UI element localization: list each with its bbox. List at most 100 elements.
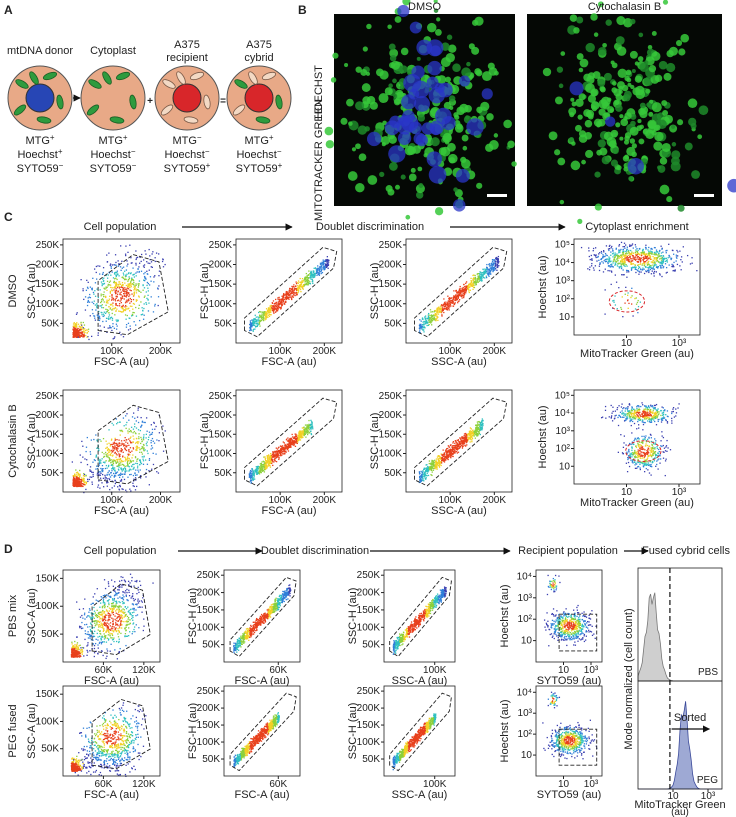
event-dot [119,293,121,296]
event-dot [92,291,95,294]
operator: + [147,96,153,107]
mito-signal [387,24,392,30]
event-dot [630,258,632,260]
mitochondrion [15,79,29,89]
event-dot [296,287,299,289]
event-dot [295,282,298,285]
event-dot [100,300,103,303]
event-dot [162,450,165,452]
event-dot [132,454,134,456]
mito-signal [362,46,368,52]
event-dot [459,285,461,288]
event-dot [480,271,482,274]
step-title: Cytoplast enrichment [585,221,688,233]
event-dot [120,306,122,309]
event-dot [98,462,101,465]
event-dot [114,480,116,482]
event-dot [437,319,439,322]
mito-signal [433,0,438,4]
event-dot [325,266,328,268]
event-dot [603,251,605,253]
mito-signal [662,110,669,117]
event-dot [114,314,116,316]
event-dot [436,314,438,316]
marker-name: Hoechst [236,149,276,161]
mito-signal [659,157,668,165]
event-dot [76,471,79,473]
event-dot [450,297,452,299]
mitochondrion [275,94,283,110]
event-dot [424,316,426,318]
event-dot [79,469,81,472]
event-dot [487,272,490,274]
event-dot [80,335,82,337]
event-dot [100,301,102,304]
event-dot [458,298,461,301]
event-dot [455,294,457,296]
event-dot [314,275,316,277]
event-dot [125,304,127,307]
mito-signal [466,61,471,67]
mito-signal [668,46,678,56]
event-dot [303,284,305,286]
event-dot [448,299,451,301]
event-dot [642,253,645,255]
event-dot [472,283,474,285]
event-dot [135,272,137,274]
event-dot [616,258,618,260]
event-dot [117,283,120,286]
event-dot [122,295,124,297]
event-dot [494,261,496,263]
event-dot [114,445,116,447]
event-dot [460,291,462,293]
event-dot [454,299,456,301]
event-dot [116,320,118,323]
mito-signal [585,42,595,53]
event-dot [114,336,116,338]
event-dot [654,262,656,264]
mito-signal [454,114,460,120]
event-dot [277,302,279,304]
event-dot [142,318,145,320]
event-dot [456,294,459,296]
event-dot [465,287,467,289]
nucleus-signal [384,120,400,136]
event-dot [460,289,462,291]
event-dot [118,286,120,288]
event-dot [141,307,143,309]
event-dot [305,278,307,280]
event-dot [119,434,121,436]
event-dot [112,462,115,464]
event-dot [71,461,73,463]
event-dot [655,264,657,266]
mitochondrion [232,104,246,116]
event-dot [603,256,605,258]
event-dot [124,309,127,312]
event-dot [454,297,457,299]
event-dot [129,317,131,320]
event-dot [272,306,274,308]
event-dot [118,476,121,479]
marker-sign: + [58,147,63,156]
event-dot [304,281,306,283]
event-dot [612,260,615,262]
event-dot [455,299,457,302]
event-dot [456,297,458,299]
event-dot [627,294,629,296]
event-dot [621,252,624,254]
event-dot [82,445,84,447]
event-dot [86,436,88,439]
event-dot [461,287,463,290]
event-dot [123,294,126,296]
event-dot [474,274,476,277]
event-dot [268,314,270,316]
event-dot [115,418,118,420]
event-dot [490,262,493,265]
event-dot [102,283,104,285]
mito-signal [603,72,612,81]
event-dot [479,275,481,278]
event-dot [133,303,136,305]
event-dot [251,319,253,321]
event-dot [463,294,465,297]
mito-signal [361,83,371,92]
